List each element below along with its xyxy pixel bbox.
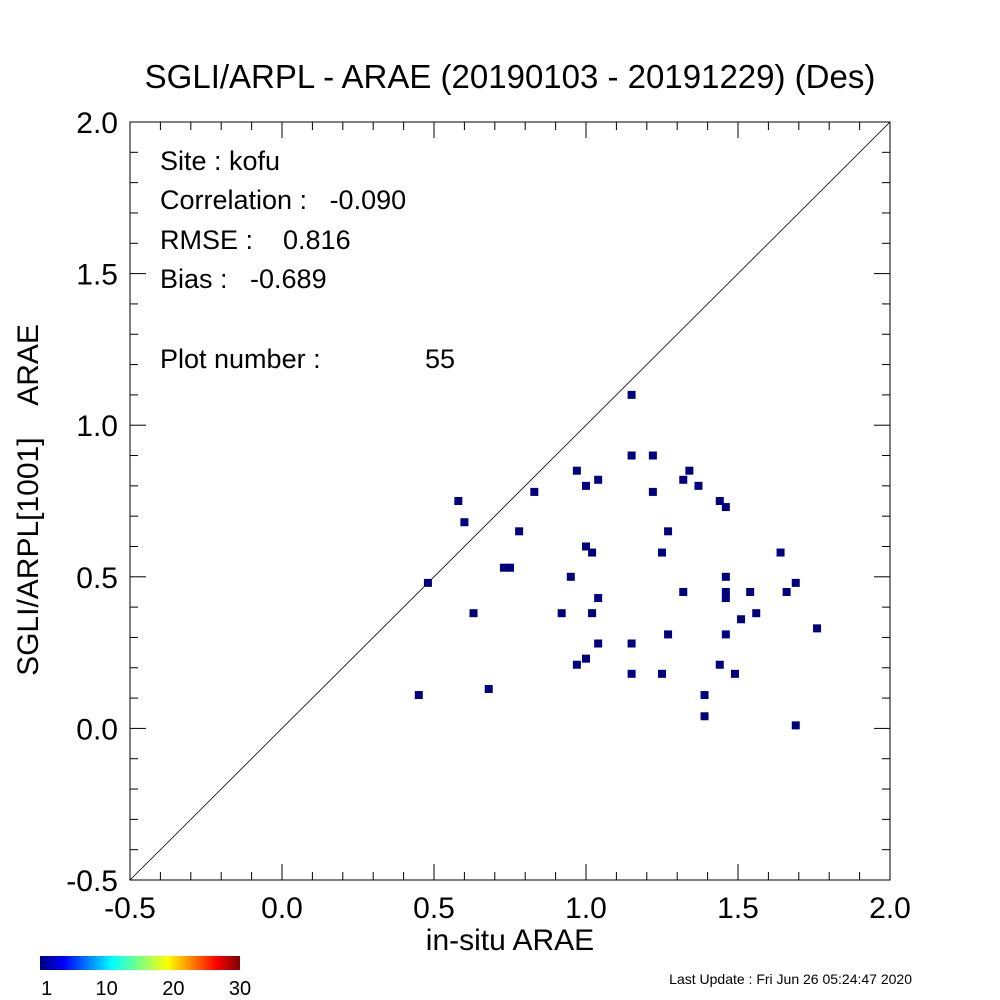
data-point (582, 481, 590, 490)
data-point (557, 609, 566, 618)
y-tick-label: 1.0 (76, 410, 118, 443)
stat-plot-number-label: Plot number : (160, 344, 321, 374)
data-point (588, 609, 597, 618)
data-point (594, 475, 603, 484)
data-point (685, 466, 694, 475)
x-tick-label: 1.5 (717, 892, 759, 925)
data-point (737, 615, 746, 624)
data-point (791, 721, 800, 730)
stat-site: Site : kofu (160, 146, 280, 176)
colorbar-tick-label: 1 (41, 978, 52, 1000)
y-tick-label: 0.5 (76, 562, 118, 595)
data-point (627, 451, 636, 460)
stat-bias: Bias : -0.689 (160, 264, 327, 294)
colorbar-tick-label: 30 (229, 978, 251, 1000)
data-point (730, 669, 739, 678)
data-point (594, 639, 603, 648)
x-tick-label: 0.5 (413, 892, 455, 925)
data-point (627, 390, 636, 399)
data-point (746, 587, 755, 596)
y-tick-label: 2.0 (76, 107, 118, 140)
stat-correlation: Correlation : -0.090 (160, 185, 406, 215)
data-point (506, 563, 514, 572)
colorbar-tick-label: 10 (96, 978, 118, 1000)
y-tick-label: 1.5 (76, 259, 118, 292)
x-tick-label: 1.0 (565, 892, 607, 925)
data-point (752, 609, 761, 618)
data-point (566, 572, 575, 581)
data-point (694, 481, 703, 490)
data-point (715, 497, 724, 505)
data-point (460, 518, 469, 527)
data-point (648, 487, 657, 496)
colorbar-tick-label: 20 (162, 978, 184, 1000)
data-point (721, 503, 730, 512)
plot-area (129, 121, 891, 881)
x-tick-label: 2.0 (869, 892, 911, 925)
data-point (515, 527, 524, 536)
data-point (700, 691, 709, 700)
x-tick-label: 0.0 (261, 892, 303, 925)
data-point (664, 527, 673, 536)
data-point (721, 587, 730, 596)
data-point (484, 684, 493, 693)
data-point (469, 609, 478, 618)
data-point (782, 587, 791, 596)
data-point (423, 578, 432, 587)
data-point (721, 594, 730, 603)
data-point (721, 630, 730, 639)
data-point (572, 660, 581, 669)
y-axis-label: SGLI/ARPL[1001] ARAE (12, 324, 45, 676)
data-point (588, 548, 597, 557)
y-tick-label: -0.5 (66, 865, 118, 898)
data-point (776, 548, 785, 557)
last-update-text: Last Update : Fri Jun 26 05:24:47 2020 (669, 971, 912, 987)
x-axis-label: in-situ ARAE (426, 924, 594, 957)
stat-rmse: RMSE : 0.816 (160, 225, 351, 255)
data-point (627, 669, 636, 678)
data-point (454, 497, 463, 505)
data-point (627, 639, 636, 648)
data-point (721, 572, 730, 581)
colorbar (40, 956, 240, 970)
data-point (414, 691, 423, 700)
data-point (594, 594, 603, 603)
y-tick-label: 0.0 (76, 713, 118, 746)
data-point (679, 587, 688, 596)
chart-title: SGLI/ARPL - ARAE (20190103 - 20191229) (… (145, 58, 876, 95)
x-tick-label: -0.5 (104, 892, 156, 925)
stat-plot-number-value: 55 (425, 344, 455, 374)
data-point (499, 563, 508, 572)
data-point (679, 475, 688, 484)
data-point (715, 660, 724, 669)
data-point (582, 542, 590, 551)
data-point (813, 624, 822, 633)
data-point (791, 578, 800, 587)
data-point (530, 487, 539, 496)
data-point (582, 654, 590, 663)
data-point (658, 669, 666, 678)
one-to-one-line (129, 121, 891, 881)
data-point (658, 548, 666, 557)
data-point (648, 451, 657, 460)
data-point (572, 466, 581, 475)
data-point (664, 630, 673, 639)
data-point (700, 712, 709, 721)
